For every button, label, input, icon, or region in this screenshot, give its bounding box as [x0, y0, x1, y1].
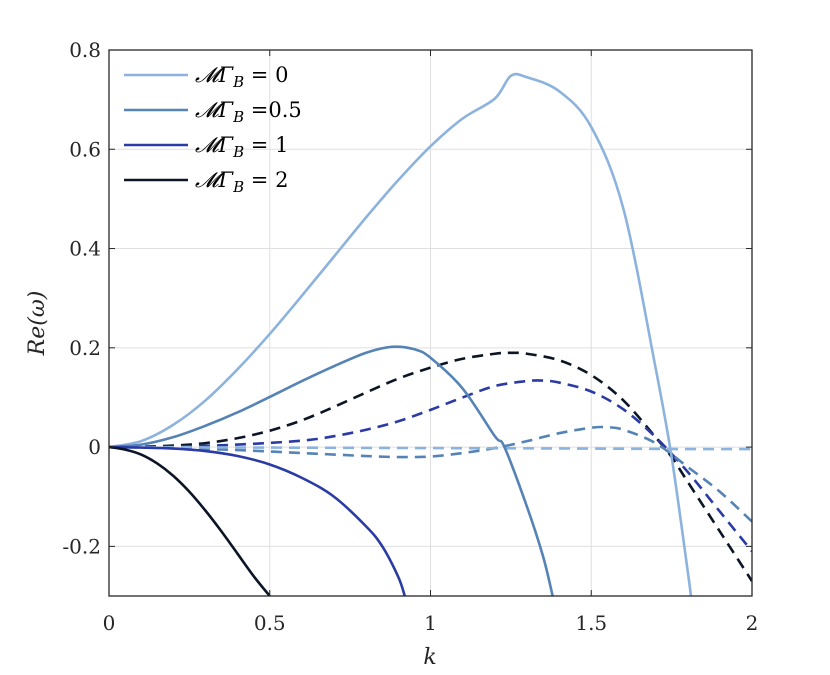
- x-tick-label: 2: [746, 611, 759, 635]
- x-tick-label: 1: [424, 611, 437, 635]
- y-tick-label: 0.2: [69, 336, 101, 360]
- solid-series-line-1: [109, 345, 554, 596]
- y-tick-label: -0.2: [62, 534, 101, 558]
- legend-entry-label: 𝓜ΓB = 1: [195, 133, 288, 161]
- x-tick-label: 1.5: [575, 611, 607, 635]
- x-axis-label: k: [423, 645, 436, 670]
- legend: 𝓜ΓB = 0 𝓜ΓB =0.5 𝓜ΓB = 1 𝓜ΓB = 2: [124, 63, 302, 196]
- dashed-series-line-5: [109, 379, 752, 553]
- legend-entry-label: 𝓜ΓB = 2: [195, 168, 288, 196]
- dashed-series-line-7: [109, 445, 752, 451]
- solid-series-line-0: [109, 72, 693, 596]
- legend-entry-label: 𝓜ΓB = 0: [195, 63, 288, 91]
- y-axis-label: Re(ω): [25, 291, 50, 357]
- ticks: 0 0.5 1 1.5 2 -0.2 0 0.2 0.4 0.6 0.8: [62, 38, 758, 635]
- x-tick-label: 0: [103, 611, 116, 635]
- curves: [109, 72, 752, 596]
- solid-series-line-2: [109, 445, 407, 596]
- dashed-series-line-6: [109, 425, 752, 523]
- y-tick-label: 0.4: [69, 237, 101, 261]
- solid-series-line-3: [109, 445, 271, 596]
- y-tick-label: 0.6: [69, 137, 101, 161]
- legend-entry-label: 𝓜ΓB =0.5: [195, 98, 302, 126]
- x-tick-label: 0.5: [254, 611, 286, 635]
- y-tick-label: 0: [88, 435, 101, 459]
- y-tick-label: 0.8: [69, 38, 101, 62]
